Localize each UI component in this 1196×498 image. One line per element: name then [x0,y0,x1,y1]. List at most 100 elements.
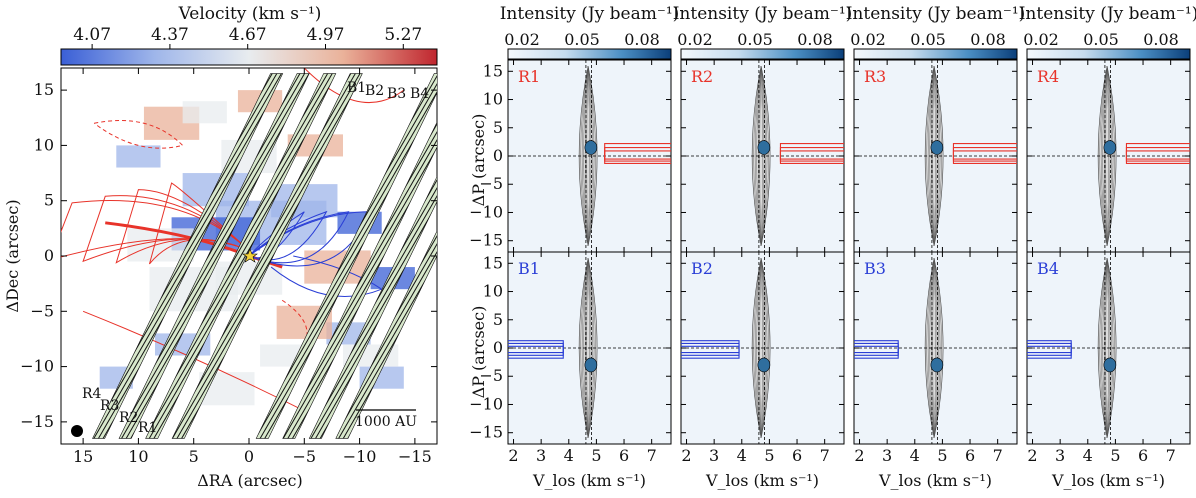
pv-cut-strip [145,73,337,439]
velocity-map-xtick-label: 5 [189,447,199,466]
pv-ylabel-top: ΔP (arcsec) [469,114,488,207]
velocity-map-xtick-label: 15 [73,447,93,466]
velocity-map-ytick-label: 15 [34,80,54,99]
pv-model-contour [932,65,936,247]
pv-model-contour [759,257,763,439]
velocity-map-ytick-label: 10 [34,135,54,154]
intensity-colorbar [507,48,672,60]
pv-xtick-label: 7 [1166,446,1176,465]
velocity-map-ytick-label: −10 [20,357,54,376]
intensity-colorbar-tick-label: 0.05 [737,30,773,49]
beam-ellipse [71,425,83,437]
pv-model-contour [1105,257,1109,439]
pv-core-emission [757,357,771,373]
cut-label-b3: B3 [387,86,406,102]
pv-xlabel: V_los (km s⁻¹) [705,471,819,490]
pv-ytick-label: 0 [493,338,503,357]
intensity-colorbar-tick-label: 0.02 [1023,30,1059,49]
pv-xtick-label: 2 [1027,446,1037,465]
pv-xtick-label: 3 [882,446,892,465]
pv-xlabel: V_los (km s⁻¹) [878,471,992,490]
pv-outflow-contour [779,150,844,160]
intensity-colorbar [1026,48,1191,60]
pv-panel-label: R2 [691,67,713,86]
pv-ytick-label: −5 [479,366,503,385]
velocity-colorbar [60,48,438,66]
pv-ytick-label: 10 [483,90,503,109]
intensity-colorbar-tick-label: 0.08 [624,30,660,49]
velocity-map-ytick-label: −5 [30,301,54,320]
pv-panel-label: B3 [864,259,886,278]
pv-outflow-contour [952,150,1017,160]
pv-xtick-label: 3 [1055,446,1065,465]
pv-cut-strip [282,121,437,439]
velocity-colorbar-ticks: 4.07 4.37 4.67 4.97 5.27 [73,25,422,49]
pv-outflow-contour [604,150,671,160]
pv-xtick-label: 3 [536,446,546,465]
pv-panel-b4: B4 2 3 4 5 6 7V_los (km s⁻¹) [1026,251,1191,490]
red-contour [303,68,405,103]
pv-panel-b3: B3 2 3 4 5 6 7V_los (km s⁻¹) [853,251,1018,490]
intensity-colorbar-tick-label: 0.05 [910,30,946,49]
velocity-colorbar-tick-label: 4.67 [229,25,267,45]
cut-labels: R4 R3 R2 R1 B1 B2 B3 B4 [82,80,429,436]
pv-panel-label: B4 [1037,259,1059,278]
intensity-colorbar-tick-label: 0.08 [970,30,1006,49]
pv-panel-label: R1 [518,67,540,86]
cut-label-r4: R4 [82,386,102,402]
source-star-icon [242,248,258,263]
pv-panel-label: B1 [518,259,540,278]
pv-xtick-label: 6 [792,446,802,465]
velocity-map-ytick-label: −15 [20,412,54,431]
cut-label-r2: R2 [119,410,138,426]
pv-ytick-label: −5 [479,174,503,193]
pv-outflow-contour [1125,150,1190,160]
pv-ytick-label: −15 [469,231,503,250]
pv-panel-r2: R2 [680,59,845,253]
pv-xlabel: V_los (km s⁻¹) [532,471,646,490]
pv-ytick-label: 15 [483,253,503,272]
pv-ytick-label: 10 [483,282,503,301]
pv-model-contour [586,257,590,439]
intensity-colorbar-tick-label: 0.08 [797,30,833,49]
pv-xtick-label: 4 [910,446,920,465]
velocity-colorbar-tick-label: 4.97 [307,25,345,45]
red-contour-dashed [93,120,184,149]
velocity-map-ylabel: ΔDec (arcsec) [3,199,22,312]
pv-cut-strip [308,175,437,439]
cut-label-b1: B1 [347,80,366,96]
cut-label-b4: B4 [410,86,429,102]
velocity-map-xtick-label: −5 [292,447,316,466]
pv-ytick-label: 0 [493,146,503,165]
intensity-colorbar [853,48,1018,60]
pv-xtick-label: 7 [820,446,830,465]
pv-xtick-label: 7 [993,446,1003,465]
pv-panel-label: B2 [691,259,713,278]
pv-xtick-label: 5 [937,446,947,465]
pv-diagram-grid: Intensity (Jy beam⁻¹) 0.02 0.05 0.08 Intensi… [469,4,1196,490]
cut-label-b2: B2 [365,83,384,99]
pv-xtick-label: 7 [647,446,657,465]
pv-ylabel-bottom: ΔP (arcsec) [469,306,488,399]
velocity-map-patch [116,145,161,168]
cut-label-r1: R1 [138,420,157,436]
pv-core-emission [930,140,944,155]
pv-xtick-label: 3 [709,446,719,465]
pv-xtick-label: 6 [965,446,975,465]
pv-panel-label: R3 [864,67,886,86]
pv-cut-strips [92,73,437,439]
intensity-colorbar-title: Intensity (Jy beam⁻¹) [846,4,1026,24]
blue-contour [270,255,383,298]
intensity-colorbar-tick-label: 0.08 [1143,30,1179,49]
velocity-colorbar-tick-label: 4.07 [73,25,111,45]
pv-ytick-label: 5 [493,310,503,329]
pv-panel-r4: R4 [1026,59,1191,253]
pv-cut-strip [171,73,363,439]
pv-outflow-contour [854,345,899,354]
pv-ytick-label: −15 [469,423,503,442]
velocity-map-xtick-label: 10 [128,447,148,466]
pv-model-contour [932,257,936,439]
pv-model-contour [759,65,763,247]
intensity-colorbar-title: Intensity (Jy beam⁻¹) [673,4,853,24]
